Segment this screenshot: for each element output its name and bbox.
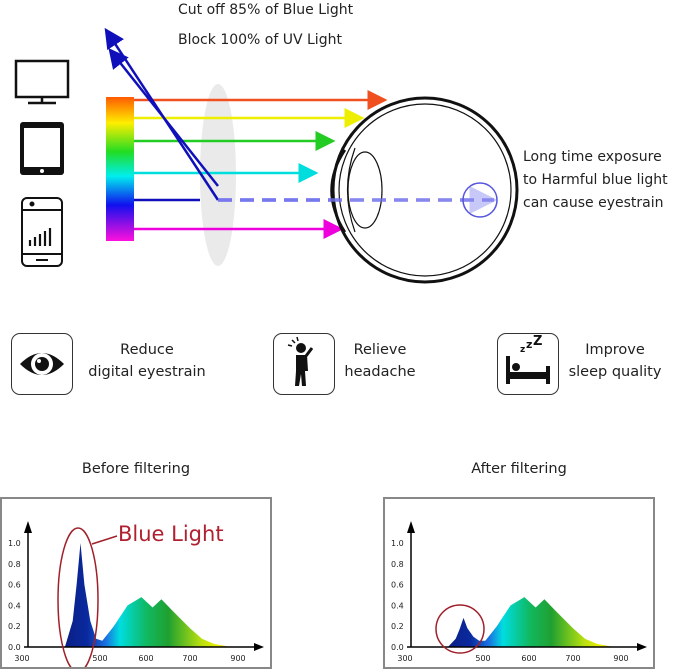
benefit-sleep: Improve sleep quality: [560, 339, 670, 383]
y-tick-label: 0.4: [8, 601, 21, 610]
y-tick-label: 0.0: [8, 643, 21, 652]
benefit-line: Relieve: [353, 342, 407, 358]
note-line: can cause eyestrain: [523, 195, 664, 211]
y-tick-label: 0.8: [8, 560, 21, 569]
light-diagram: [14, 27, 519, 284]
cut-off-text: Cut off 85% of Blue Light: [178, 2, 354, 18]
after-chart: 0.0 0.2 0.4 0.6 0.8 1.0 300 500 600 700 900: [383, 497, 655, 669]
tablet-icon: [20, 122, 64, 175]
x-tick-label: 600: [521, 654, 536, 663]
note-line: Long time exposure: [523, 149, 662, 165]
x-tick-label: 500: [92, 654, 107, 663]
before-chart: 0.0 0.2 0.4 0.6 0.8 1.0 300 500 600 700 900 Blue Li…: [0, 497, 272, 671]
y-tick-label: 0.4: [391, 601, 404, 610]
benefit-headache: Relieve headache: [340, 339, 420, 383]
y-tick-label: 0.6: [391, 581, 404, 590]
y-tick-label: 0.0: [391, 643, 404, 652]
headache-person-icon: [273, 333, 335, 395]
y-axis-arrow: [24, 521, 32, 533]
x-tick-label: 500: [475, 654, 490, 663]
eyestrain-note: Long time exposure to Harmful blue light…: [523, 146, 668, 215]
benefit-line: digital eyestrain: [88, 364, 206, 380]
x-tick-label: 600: [138, 654, 153, 663]
x-axis-arrow: [637, 643, 647, 651]
x-tick-label: 700: [182, 654, 197, 663]
blue-light-highlight: [435, 604, 485, 654]
y-tick-label: 0.6: [8, 581, 21, 590]
lens: [200, 84, 236, 266]
y-tick-label: 1.0: [391, 539, 404, 548]
note-line: to Harmful blue light: [523, 172, 668, 188]
x-tick-label: 900: [230, 654, 245, 663]
monitor-icon: [14, 59, 70, 105]
annotation-leader: [91, 535, 118, 545]
benefit-line: Reduce: [120, 342, 174, 358]
benefit-line: headache: [344, 364, 416, 380]
spectrum-area: [447, 597, 614, 647]
benefit-eyestrain: Reduce digital eyestrain: [82, 339, 212, 383]
blue-light-label: Blue Light: [118, 522, 224, 546]
smartphone-icon: [21, 197, 63, 267]
y-axis-arrow: [407, 521, 415, 533]
svg-text:z: z: [526, 338, 532, 351]
after-title: After filtering: [471, 461, 567, 477]
y-tick-label: 0.2: [8, 622, 21, 631]
x-tick-label: 300: [397, 654, 412, 663]
y-tick-label: 0.2: [391, 622, 404, 631]
x-tick-label: 900: [613, 654, 628, 663]
spectrum-area: [64, 543, 231, 647]
blue-light-highlight: [57, 527, 99, 671]
benefit-line: Improve: [585, 342, 645, 358]
x-axis-arrow: [254, 643, 264, 651]
svg-text:z: z: [520, 345, 525, 355]
spectrum-bar: [106, 97, 134, 241]
svg-text:Z: Z: [533, 334, 542, 349]
y-tick-label: 0.8: [391, 560, 404, 569]
block-uv-text: Block 100% of UV Light: [178, 32, 342, 48]
x-tick-label: 300: [14, 654, 29, 663]
before-title: Before filtering: [81, 461, 191, 477]
y-tick-label: 1.0: [8, 539, 21, 548]
eye-illustration: [330, 96, 519, 284]
x-tick-label: 700: [565, 654, 580, 663]
eye-icon: [11, 333, 73, 395]
benefit-line: sleep quality: [568, 364, 662, 380]
retina-highlight-circle: [462, 182, 498, 218]
